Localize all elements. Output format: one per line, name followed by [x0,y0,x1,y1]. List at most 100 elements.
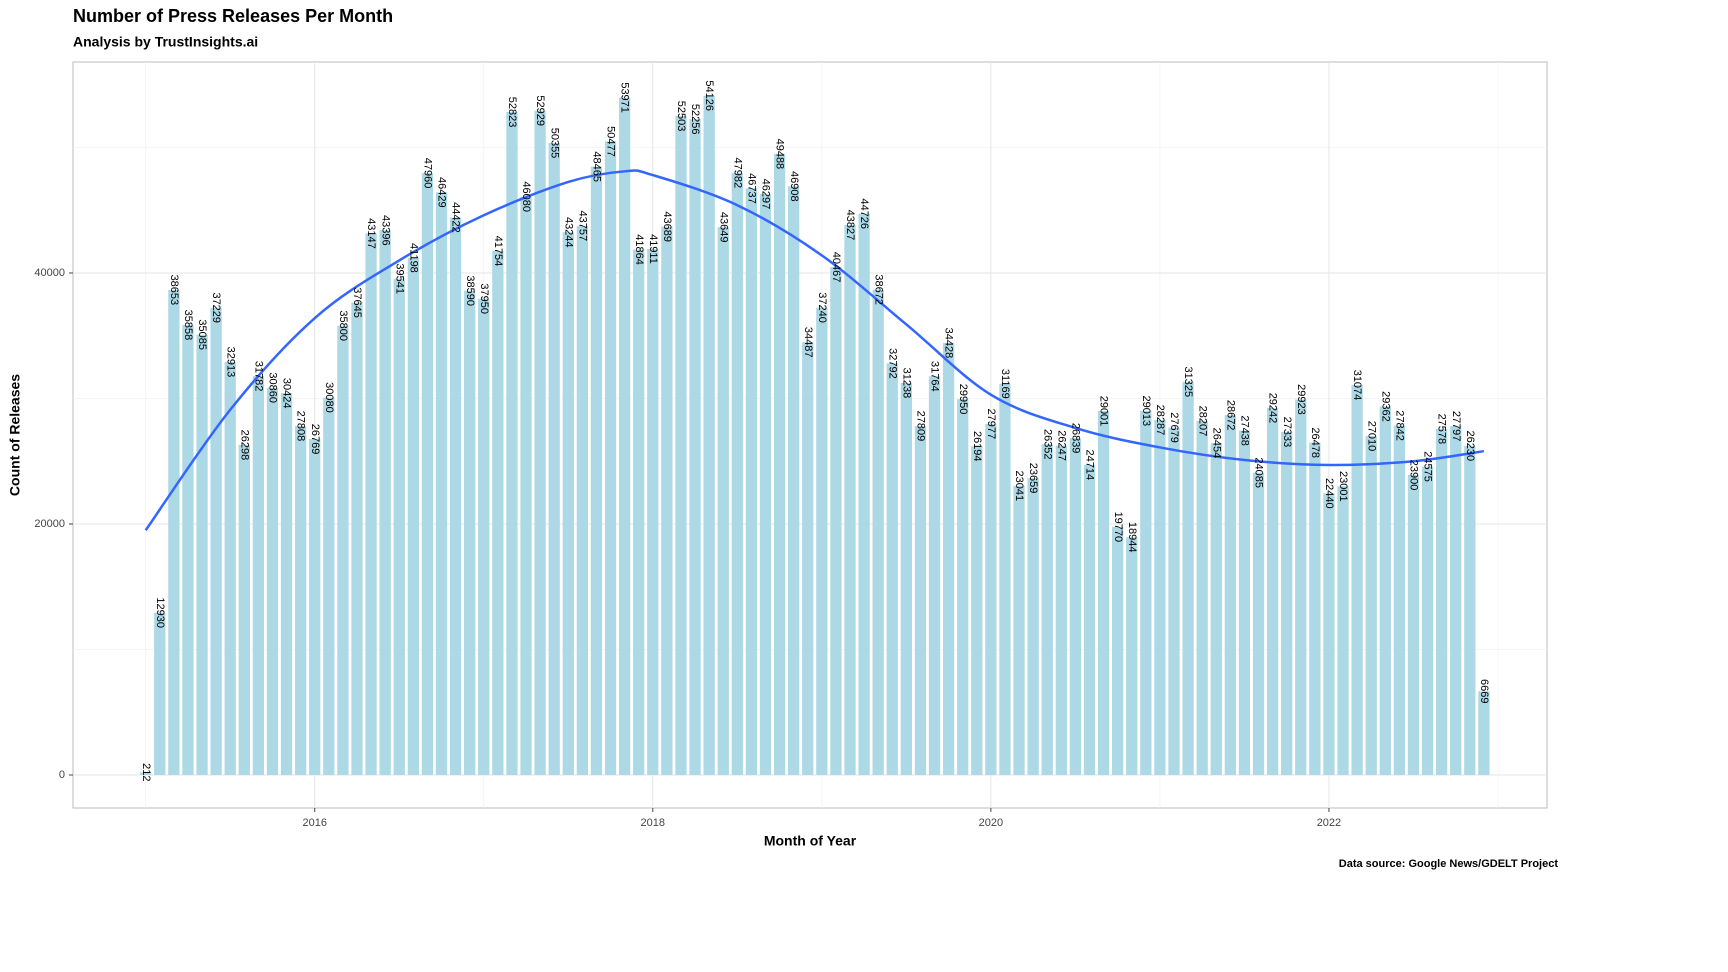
value-label: 30424 [281,378,293,409]
bar [252,376,265,775]
value-label: 27809 [915,411,927,442]
caption: Data source: Google News/GDELT Project [1339,858,1559,870]
value-label: 26352 [1041,429,1053,460]
bar [590,166,603,775]
value-label: 26839 [1069,423,1081,454]
x-tick-label: 2020 [979,817,1003,829]
bar [1182,381,1194,775]
bar [1252,472,1265,775]
bars [140,95,1490,775]
value-label: 26230 [1464,430,1476,461]
value-label: 43244 [562,217,574,248]
bar [971,446,983,775]
value-label: 31782 [252,361,264,392]
bar [788,186,800,775]
value-label: 26298 [238,430,250,461]
x-axis-title: Month of Year [764,833,857,849]
y-tick-label: 0 [59,769,65,781]
bar [1281,431,1293,775]
bar [421,173,434,775]
bar [731,172,743,775]
bar [562,232,574,775]
bar [449,217,462,775]
value-label: 31074 [1351,370,1363,401]
bar [1210,442,1222,775]
bar [1407,475,1420,775]
value-label: 46429 [436,177,448,208]
value-label: 29242 [1267,393,1279,424]
bar [280,393,293,775]
bar [928,376,941,775]
chart-title: Number of Press Releases Per Month [73,6,393,26]
bar [872,289,884,775]
bar [858,213,870,775]
value-label: 35085 [196,319,208,350]
value-label: 43689 [661,211,673,242]
bar [1027,478,1039,775]
value-label: 28287 [1154,405,1166,436]
value-label: 212 [140,763,152,781]
value-label: 29923 [1295,384,1307,415]
bar [647,248,659,775]
value-label: 24085 [1253,457,1265,488]
bar [703,95,715,775]
value-label: 26454 [1210,428,1222,459]
bar [337,325,349,775]
value-label: 22440 [1323,478,1335,509]
bar [464,290,476,775]
bar [1295,399,1307,775]
value-label: 26194 [971,431,983,462]
value-label: 26769 [309,424,321,455]
value-label: 46908 [788,171,800,202]
bar [224,361,236,775]
value-label: 26247 [1055,430,1067,461]
y-tick-label: 20000 [34,518,65,530]
bar [1055,445,1067,775]
bar [689,119,701,775]
y-axis-title: Count of Releases [7,374,23,496]
bar [210,307,222,775]
value-label: 39541 [393,263,405,294]
bar [1154,419,1166,775]
bar [1379,406,1391,775]
bar [351,302,363,775]
bar [1238,430,1251,775]
value-label: 27333 [1281,417,1293,448]
chart-subtitle: Analysis by TrustInsights.ai [73,34,258,50]
bar [618,97,631,775]
value-label: 24714 [1084,450,1096,481]
value-label: 29950 [957,384,969,415]
value-label: 27578 [1436,414,1448,445]
bar [1351,384,1363,775]
value-label: 30860 [267,372,279,403]
value-label: 34428 [943,328,955,359]
value-label: 38590 [464,275,476,306]
value-label: 43396 [379,215,391,246]
value-label: 52929 [534,95,546,126]
value-label: 18944 [1126,522,1138,553]
value-label: 47982 [731,157,743,188]
value-label: 37240 [816,292,828,323]
bar [393,278,405,775]
value-label: 54126 [703,80,715,111]
bar [295,425,307,775]
bar [759,193,772,775]
value-label: 44726 [858,198,870,229]
bar [1478,691,1490,775]
bar [675,116,687,775]
value-label: 27010 [1365,421,1377,452]
value-label: 40467 [830,252,842,283]
bar [266,387,279,775]
bar [661,226,673,775]
value-label: 52823 [506,97,518,128]
bar [1393,425,1406,775]
x-tick-label: 2022 [1317,817,1341,829]
x-tick-label: 2018 [641,817,665,829]
value-label: 30080 [323,382,335,413]
value-label: 31325 [1182,367,1194,398]
value-label: 32913 [224,347,236,378]
bar [985,423,997,775]
value-label: 31764 [929,361,941,392]
value-label: 29362 [1379,391,1391,422]
